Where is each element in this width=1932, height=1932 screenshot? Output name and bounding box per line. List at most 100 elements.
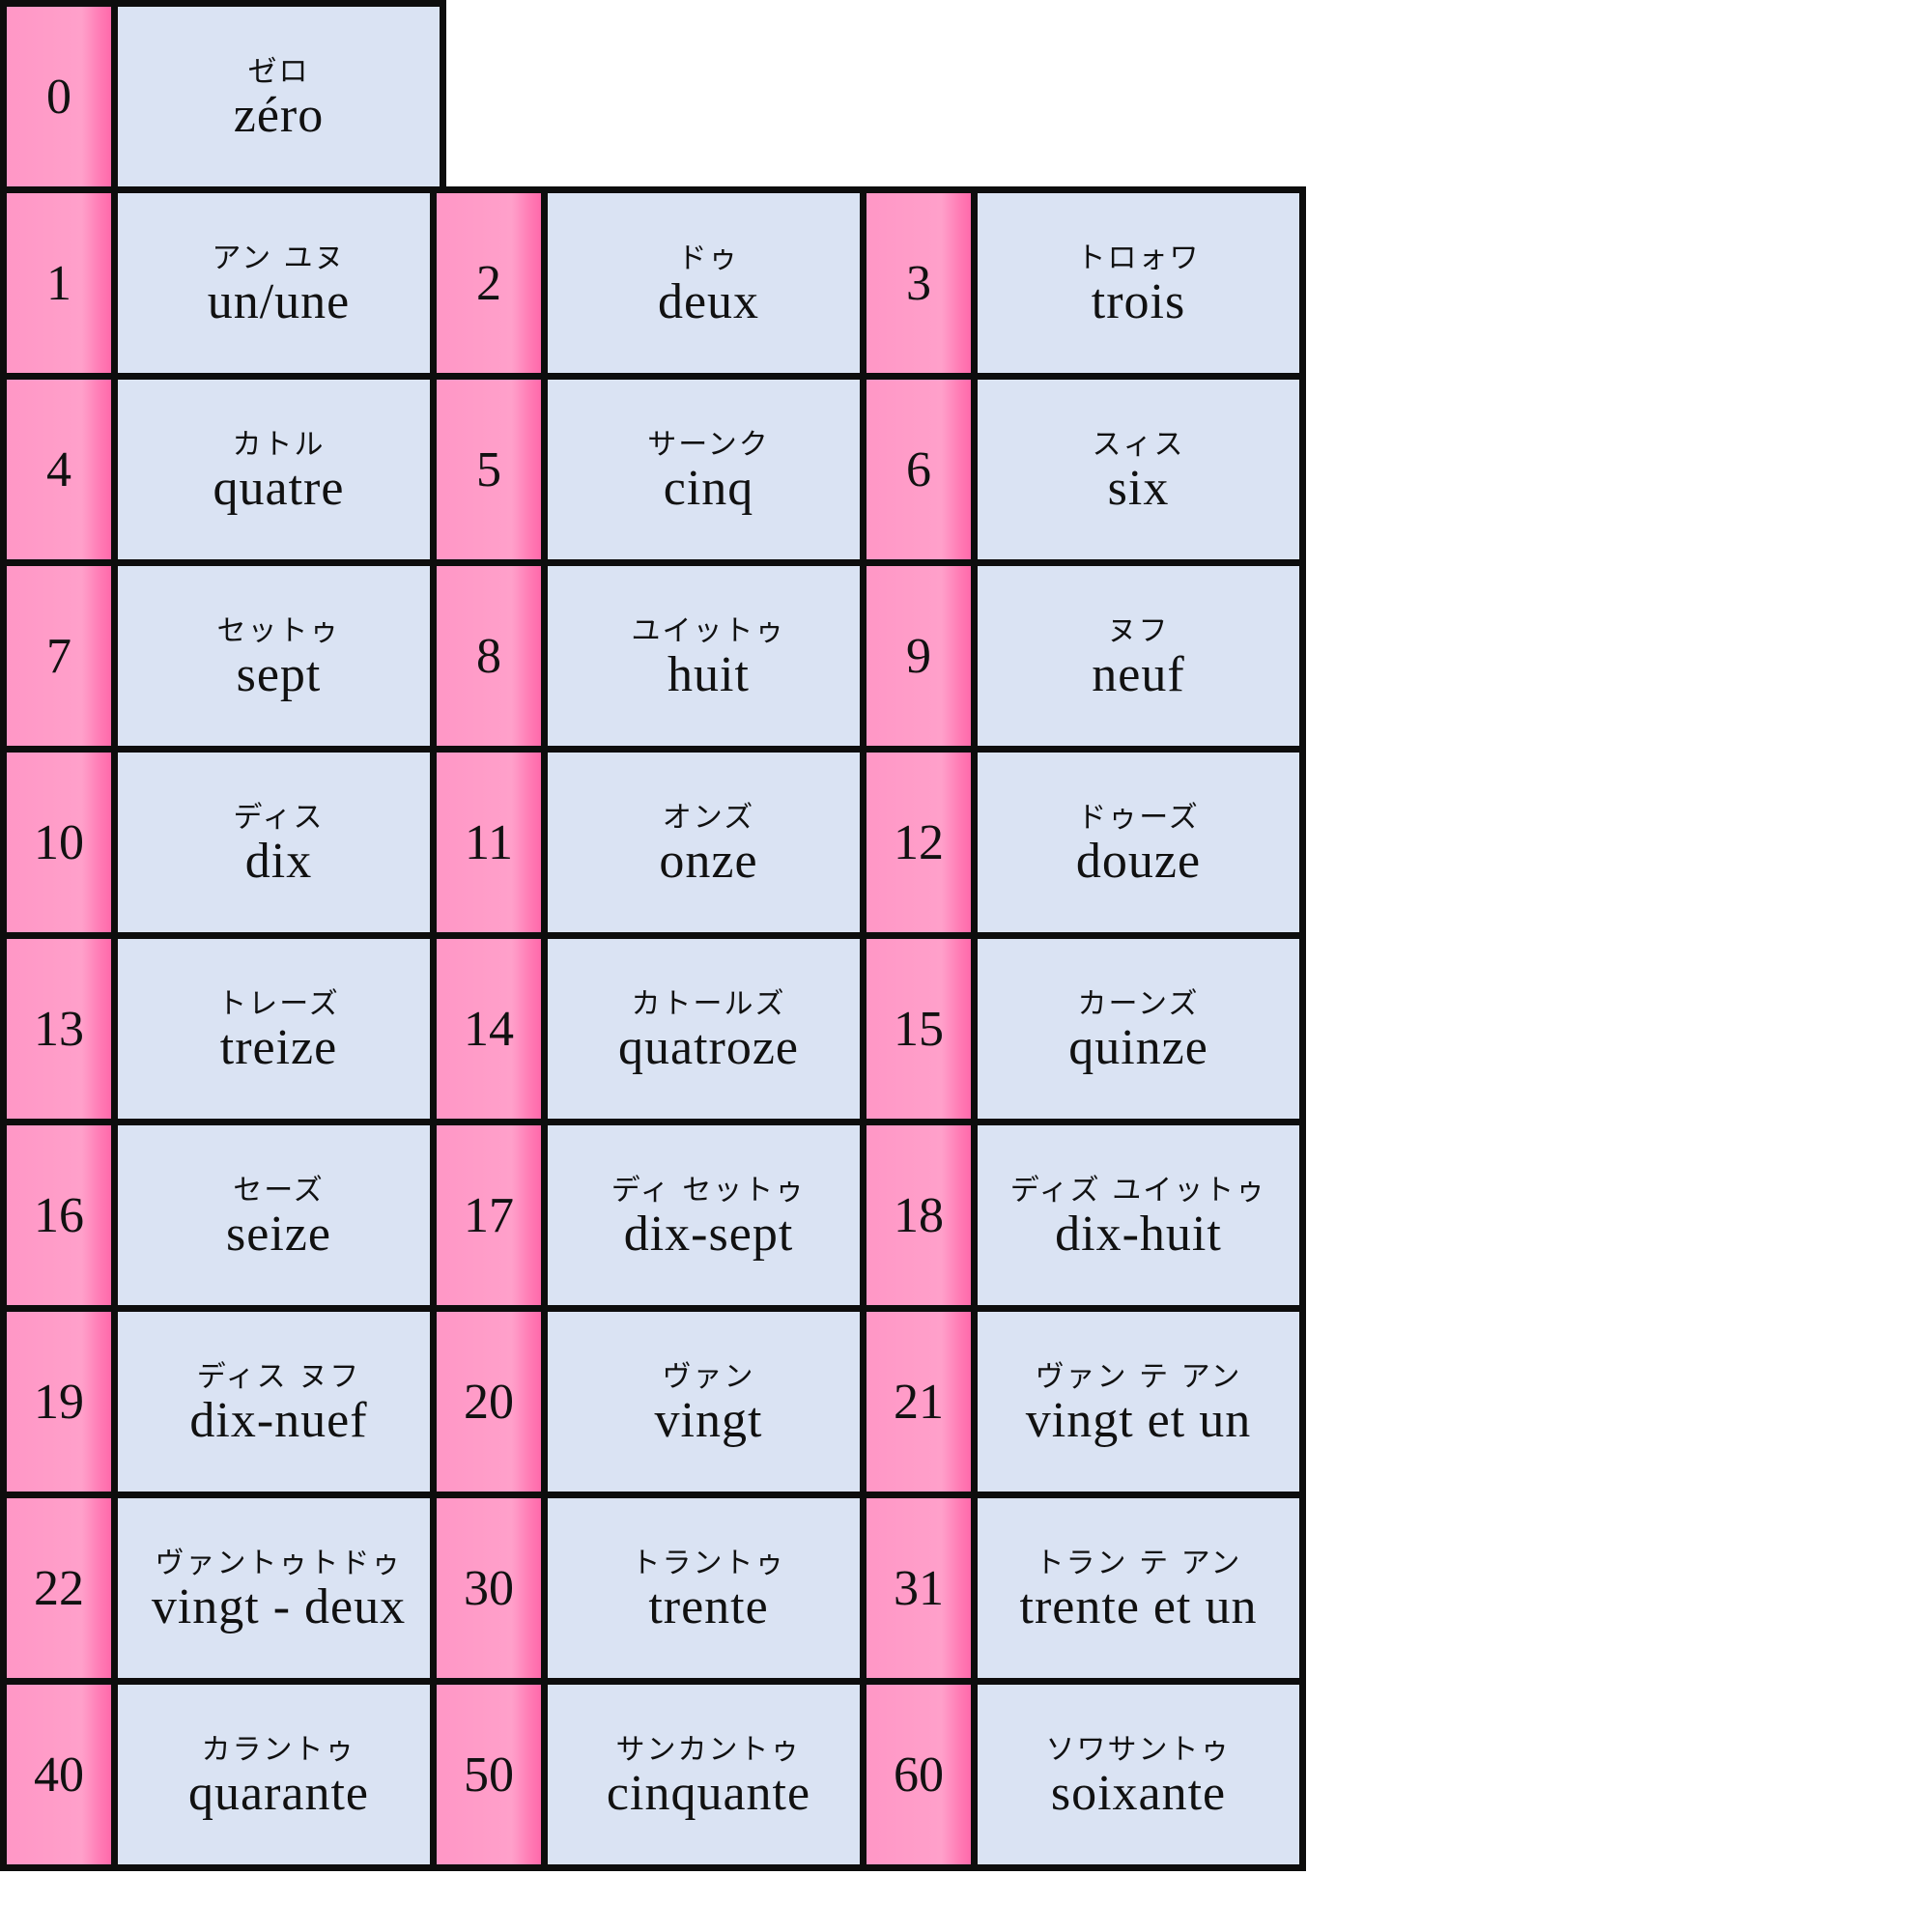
word-cell: ドゥ deux	[541, 186, 876, 380]
french-word: dix	[244, 834, 313, 889]
french-word: onze	[659, 834, 758, 889]
word-cell: カトル quatre	[111, 373, 446, 566]
katakana-reading: ドゥ	[677, 242, 740, 275]
number-cell: 31	[860, 1492, 978, 1685]
word-cell: ゼロ zéro	[111, 0, 446, 193]
french-word: dix-sept	[623, 1207, 794, 1262]
french-word: zéro	[233, 88, 325, 143]
katakana-reading: ヴァン	[662, 1360, 755, 1394]
katakana-reading: トレーズ	[217, 987, 340, 1021]
number-cell: 11	[430, 746, 548, 939]
word-cell: サーンク cinq	[541, 373, 876, 566]
katakana-reading: セットゥ	[216, 614, 341, 648]
french-word: trente et un	[1019, 1579, 1258, 1634]
number-cell: 9	[860, 559, 978, 753]
katakana-reading: ヴァントゥトドゥ	[155, 1547, 403, 1580]
number-cell: 16	[0, 1119, 118, 1312]
katakana-reading: カーンズ	[1077, 987, 1200, 1021]
katakana-reading: ゼロ	[247, 55, 310, 89]
katakana-reading: アン ユヌ	[212, 242, 346, 275]
katakana-reading: トラントゥ	[631, 1547, 786, 1580]
french-word: six	[1107, 461, 1170, 516]
french-word: quatre	[213, 461, 345, 516]
number-cell: 0	[0, 0, 118, 193]
number-cell: 4	[0, 373, 118, 566]
french-word: cinquante	[606, 1766, 811, 1821]
french-word: soixante	[1050, 1766, 1227, 1821]
word-cell: スィス six	[971, 373, 1306, 566]
french-word: cinq	[663, 461, 754, 516]
number-cell: 18	[860, 1119, 978, 1312]
french-word: trois	[1091, 274, 1186, 329]
french-word: huit	[668, 647, 750, 702]
french-word: quarante	[187, 1766, 369, 1821]
french-word: deux	[657, 274, 760, 329]
word-cell: カラントゥ quarante	[111, 1678, 446, 1871]
french-word: trente	[648, 1579, 769, 1634]
french-word: seize	[226, 1207, 331, 1262]
katakana-reading: オンズ	[662, 801, 755, 835]
number-cell: 8	[430, 559, 548, 753]
number-cell: 40	[0, 1678, 118, 1871]
french-word: quatroze	[617, 1020, 799, 1075]
word-cell: ドゥーズ douze	[971, 746, 1306, 939]
katakana-reading: スィス	[1092, 428, 1185, 462]
number-cell: 7	[0, 559, 118, 753]
katakana-reading: ヴァン テ アン	[1035, 1360, 1242, 1394]
number-cell: 50	[430, 1678, 548, 1871]
word-cell: ディス ヌフ dix-nuef	[111, 1305, 446, 1498]
word-cell: ディス dix	[111, 746, 446, 939]
number-cell: 1	[0, 186, 118, 380]
number-cell: 21	[860, 1305, 978, 1498]
french-word: quinze	[1068, 1020, 1208, 1075]
word-cell: ディズ ユイットゥ dix-huit	[971, 1119, 1306, 1312]
french-word: dix-huit	[1055, 1207, 1222, 1262]
katakana-reading: カトールズ	[631, 987, 786, 1021]
katakana-reading: ディ セットゥ	[611, 1174, 807, 1208]
word-cell: ヴァン テ アン vingt et un	[971, 1305, 1306, 1498]
word-cell: ソワサントゥ soixante	[971, 1678, 1306, 1871]
word-cell: サンカントゥ cinquante	[541, 1678, 876, 1871]
word-cell: ヴァントゥトドゥ vingt - deux	[111, 1492, 446, 1685]
number-cell: 12	[860, 746, 978, 939]
katakana-reading: ディス ヌフ	[196, 1360, 361, 1394]
katakana-reading: トロォワ	[1076, 242, 1201, 275]
katakana-reading: ディス	[233, 801, 325, 835]
katakana-reading: ドゥーズ	[1077, 801, 1200, 835]
number-cell: 10	[0, 746, 118, 939]
katakana-reading: サーンク	[647, 428, 770, 462]
word-cell: ユイットゥ huit	[541, 559, 876, 753]
number-cell: 30	[430, 1492, 548, 1685]
word-cell: セットゥ sept	[111, 559, 446, 753]
number-cell: 20	[430, 1305, 548, 1498]
french-word: neuf	[1092, 647, 1185, 702]
number-cell: 60	[860, 1678, 978, 1871]
number-cell: 19	[0, 1305, 118, 1498]
french-word: un/une	[207, 274, 351, 329]
number-cell: 2	[430, 186, 548, 380]
french-word: treize	[219, 1020, 338, 1075]
word-cell: ヴァン vingt	[541, 1305, 876, 1498]
katakana-reading: カラントゥ	[201, 1733, 356, 1767]
katakana-reading: サンカントゥ	[615, 1733, 802, 1767]
number-cell: 5	[430, 373, 548, 566]
word-cell: トレーズ treize	[111, 932, 446, 1125]
french-word: vingt	[654, 1393, 763, 1448]
word-cell: トラントゥ trente	[541, 1492, 876, 1685]
word-cell: アン ユヌ un/une	[111, 186, 446, 380]
katakana-reading: トラン テ アン	[1035, 1547, 1242, 1580]
number-cell: 17	[430, 1119, 548, 1312]
french-word: sept	[236, 647, 322, 702]
katakana-reading: ユイットゥ	[631, 614, 786, 648]
number-cell: 22	[0, 1492, 118, 1685]
word-cell: セーズ seize	[111, 1119, 446, 1312]
word-cell: カトールズ quatroze	[541, 932, 876, 1125]
french-word: vingt - deux	[151, 1579, 407, 1634]
katakana-reading: セーズ	[233, 1174, 325, 1208]
katakana-reading: ソワサントゥ	[1045, 1733, 1232, 1767]
number-cell: 13	[0, 932, 118, 1125]
katakana-reading: ディズ ユイットゥ	[1009, 1174, 1267, 1208]
word-cell: オンズ onze	[541, 746, 876, 939]
word-cell: トラン テ アン trente et un	[971, 1492, 1306, 1685]
